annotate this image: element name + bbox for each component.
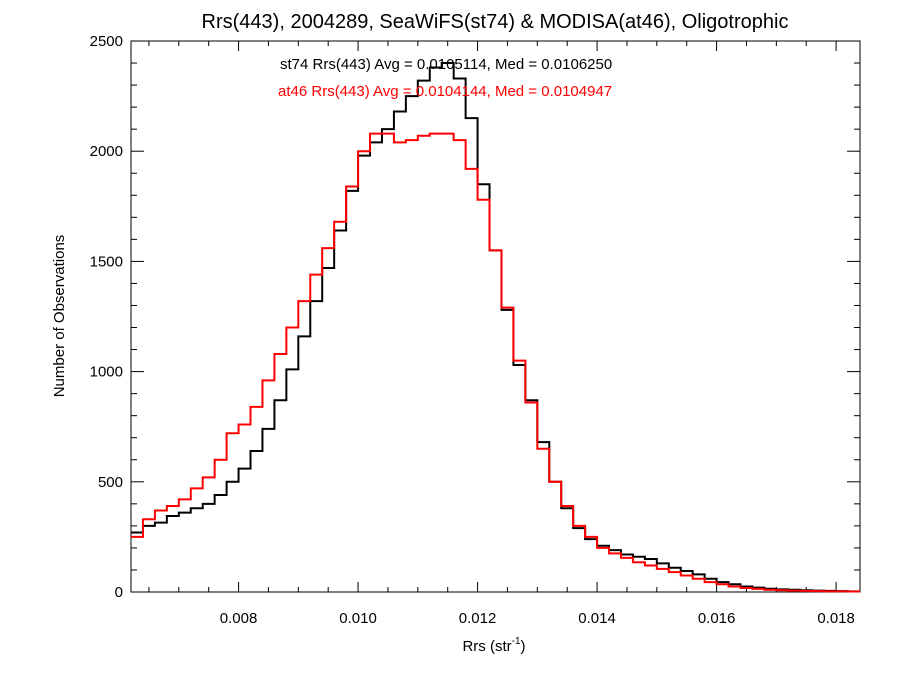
x-axis-label-close: ) [521, 638, 526, 655]
annotation-at46: at46 Rrs(443) Avg = 0.0104144, Med = 0.0… [278, 83, 612, 100]
x-axis-label-superscript: -1 [512, 636, 521, 647]
y-tick-label: 1000 [90, 364, 123, 381]
chart-title: Rrs(443), 2004289, SeaWiFS(st74) & MODIS… [202, 11, 789, 33]
series-group [131, 62, 860, 593]
x-tick-label: 0.016 [698, 610, 736, 627]
y-axis-label: Number of Observations [51, 235, 68, 398]
x-tick-label: 0.012 [459, 610, 497, 627]
y-tick-label: 500 [98, 474, 123, 491]
y-tick-label: 1500 [90, 253, 123, 270]
x-tick-label: 0.014 [578, 610, 616, 627]
histogram-series-1 [131, 132, 860, 593]
x-tick-label: 0.008 [220, 610, 258, 627]
x-axis-label-main: Rrs (str [462, 638, 511, 655]
annotation-st74: st74 Rrs(443) Avg = 0.0105114, Med = 0.0… [280, 56, 612, 73]
histogram-series-0 [131, 62, 860, 593]
plot-frame [130, 40, 861, 593]
axis-ticks [131, 40, 860, 593]
x-tick-label: 0.018 [817, 610, 855, 627]
x-tick-labels: 0.008 0.010 0.012 0.014 0.016 0.018 [220, 610, 855, 627]
x-axis-label: Rrs (str-1) [462, 636, 525, 655]
y-tick-label: 0 [115, 584, 123, 601]
y-tick-labels: 0 500 1000 1500 2000 2500 [90, 33, 123, 601]
y-tick-label: 2000 [90, 143, 123, 160]
x-tick-label: 0.010 [339, 610, 377, 627]
y-tick-label: 2500 [90, 33, 123, 50]
